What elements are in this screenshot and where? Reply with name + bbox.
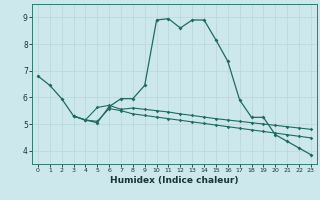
X-axis label: Humidex (Indice chaleur): Humidex (Indice chaleur): [110, 176, 239, 185]
